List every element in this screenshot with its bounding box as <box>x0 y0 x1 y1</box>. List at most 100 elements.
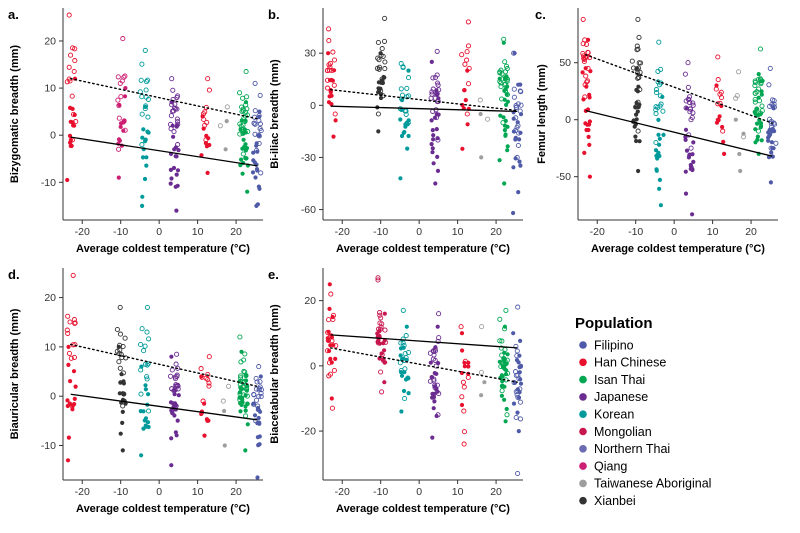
data-point-open <box>217 123 223 129</box>
data-point-open <box>503 307 509 313</box>
data-point-open <box>241 368 247 374</box>
data-point-open <box>657 93 663 99</box>
fit-line-solid <box>330 105 518 113</box>
data-point-open <box>718 89 724 95</box>
data-point-open <box>69 93 75 99</box>
data-point-filled <box>505 99 510 104</box>
fit-line-dotted <box>584 54 773 124</box>
legend-label: Filipino <box>594 338 634 352</box>
data-point-filled <box>401 130 406 135</box>
data-point-filled <box>204 133 209 138</box>
data-point-filled <box>759 138 764 143</box>
data-point-open <box>517 399 523 405</box>
data-point-open <box>238 378 244 384</box>
data-point-filled <box>117 391 122 396</box>
data-point-filled <box>398 353 403 358</box>
data-point-open <box>431 352 437 358</box>
data-point-filled <box>686 155 692 160</box>
data-point-open <box>736 69 742 75</box>
data-point-open <box>398 367 404 374</box>
data-point-open <box>115 97 121 103</box>
data-point-open <box>119 354 125 361</box>
data-point-open <box>144 304 150 310</box>
data-point-filled <box>140 135 145 140</box>
data-point-filled <box>466 364 471 369</box>
data-point-filled <box>431 133 436 138</box>
data-point-open <box>203 137 209 143</box>
data-point-open <box>169 76 175 82</box>
data-point-open <box>257 92 263 98</box>
legend-entry: Korean <box>579 408 634 422</box>
data-point-filled <box>144 163 149 168</box>
panel-c: c. -20 -10 0 10 20 -50 0 50 Average coldest tempe… <box>535 7 779 255</box>
data-point-open <box>400 64 406 70</box>
data-point-open <box>499 338 505 344</box>
data-point-open <box>461 429 467 435</box>
data-point-open <box>583 73 589 79</box>
data-point-filled <box>66 362 71 367</box>
data-point-filled <box>586 127 591 133</box>
data-point-open <box>240 130 246 137</box>
data-point-filled <box>143 383 148 388</box>
data-point-open <box>583 41 590 47</box>
data-point-filled <box>140 155 146 160</box>
data-point-open <box>477 97 483 103</box>
x-tick-label: -10 <box>373 226 388 238</box>
legend-label: Northern Thai <box>594 442 670 456</box>
panel-letter: e. <box>268 267 279 282</box>
data-point-open <box>759 103 765 109</box>
data-point-filled <box>326 51 331 56</box>
data-point-open <box>517 88 523 94</box>
data-point-open <box>502 88 509 94</box>
data-point-open <box>116 359 122 365</box>
data-point-open <box>434 48 440 54</box>
data-point-open <box>245 129 251 135</box>
data-point-open <box>251 401 257 407</box>
data-point-filled <box>123 86 128 91</box>
data-point-filled <box>169 354 174 359</box>
data-point-open <box>499 96 505 102</box>
data-point-open <box>654 90 660 96</box>
data-point-filled <box>502 128 507 133</box>
data-point-open <box>329 405 335 411</box>
legend-swatch <box>579 341 587 349</box>
data-point-open <box>517 108 523 114</box>
data-point-filled <box>244 146 250 151</box>
data-point-filled <box>766 135 771 140</box>
panel-d: d. -20 -10 0 10 20 -10 0 10 20 Average coldest tem… <box>8 267 264 515</box>
data-point-open <box>379 76 385 82</box>
data-point-filled <box>518 381 524 386</box>
data-point-open <box>252 108 258 114</box>
data-point-open <box>144 374 150 380</box>
y-axis-title: Femur length (mm) <box>536 64 548 164</box>
data-point-open <box>485 116 491 122</box>
data-point-open <box>138 367 144 373</box>
data-point-filled <box>72 396 77 401</box>
data-point-filled <box>240 171 245 176</box>
data-point-open <box>653 111 659 117</box>
data-point-open <box>515 123 521 129</box>
data-point-filled <box>398 117 403 122</box>
data-point-filled <box>404 324 409 329</box>
data-point-open <box>375 275 381 281</box>
data-point-filled <box>517 159 522 164</box>
data-point-filled <box>462 88 467 93</box>
data-point-open <box>403 333 409 339</box>
data-point-filled <box>511 165 516 170</box>
data-point-open <box>771 98 777 104</box>
data-point-open <box>715 101 721 107</box>
data-point-open <box>585 49 591 55</box>
data-point-open <box>403 111 409 117</box>
data-point-filled <box>71 369 77 374</box>
y-axis-title: Biauricular breadth (mm) <box>9 308 21 439</box>
legend-items: Filipino Han Chinese Isan Thai Japanese Kore… <box>579 338 711 508</box>
data-point-open <box>379 352 385 358</box>
data-point-filled <box>432 399 437 404</box>
x-tick-label: -20 <box>590 226 605 238</box>
data-point-open <box>331 367 337 374</box>
data-point-filled <box>238 409 243 414</box>
data-point-open <box>377 326 383 332</box>
data-point-open <box>431 376 437 382</box>
data-point-filled <box>459 402 465 408</box>
y-tick-label: 0 <box>310 100 316 112</box>
